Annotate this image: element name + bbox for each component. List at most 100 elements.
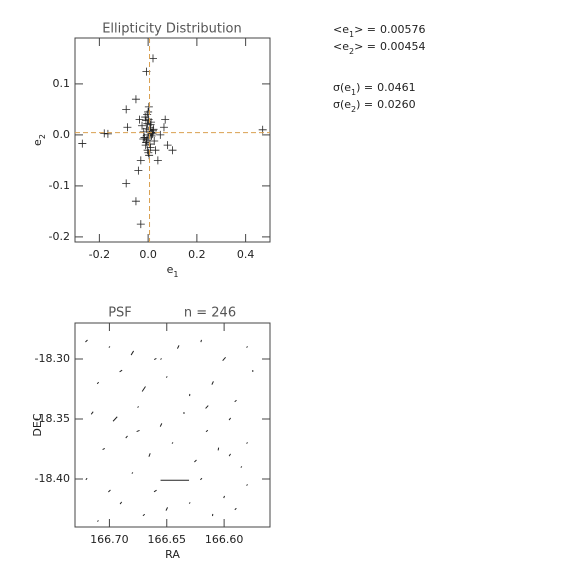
- whisker: [130, 350, 135, 356]
- x-axis-label: RA: [165, 548, 180, 561]
- point: [134, 166, 143, 175]
- x-tick-label: 166.70: [90, 533, 129, 546]
- point: [136, 220, 145, 229]
- x-tick-label: -0.2: [89, 248, 110, 261]
- whisker: [131, 472, 134, 474]
- point: [78, 139, 87, 148]
- stat-value: 0.00454: [380, 40, 426, 53]
- chart-title: PSF: [108, 306, 132, 321]
- whisker: [148, 453, 151, 457]
- whisker: [217, 447, 220, 451]
- x-tick-label: 0.2: [188, 248, 206, 261]
- point: [147, 118, 156, 127]
- point: [144, 148, 153, 157]
- whisker: [234, 399, 237, 403]
- y-axis-label-sub: 2: [38, 134, 47, 139]
- point: [159, 123, 168, 132]
- whisker: [246, 442, 248, 444]
- point: [122, 179, 131, 188]
- point: [136, 156, 145, 165]
- point: [146, 143, 155, 152]
- stat-symbol: σ(e: [333, 98, 351, 111]
- whisker: [90, 411, 94, 415]
- y-tick-label: 0.0: [53, 128, 71, 141]
- whisker: [141, 386, 146, 392]
- whisker: [240, 466, 243, 468]
- chart-title: Ellipticity Distribution: [102, 22, 242, 37]
- point: [138, 121, 147, 130]
- whisker: [246, 346, 248, 348]
- x-tick-label: 0.4: [237, 248, 255, 261]
- whisker: [108, 346, 111, 348]
- whisker: [228, 453, 231, 457]
- whisker: [97, 520, 99, 522]
- whisker: [153, 489, 157, 493]
- stat-sub: 1: [349, 30, 354, 39]
- whisker: [234, 507, 237, 511]
- point: [122, 105, 131, 114]
- whisker: [200, 477, 203, 481]
- whisker: [160, 358, 162, 360]
- stat-symbol: <e: [333, 40, 349, 53]
- whisker: [119, 501, 123, 505]
- stat-symbol: <e: [333, 23, 349, 36]
- whisker: [96, 381, 100, 385]
- whisker: [228, 417, 232, 421]
- whisker: [205, 405, 209, 409]
- whisker: [194, 459, 197, 463]
- whisker: [165, 507, 169, 511]
- point: [131, 95, 140, 104]
- x-axis-label-text: RA: [165, 548, 180, 561]
- whisker: [153, 357, 157, 361]
- whisker: [136, 429, 140, 433]
- whisker: [125, 435, 128, 439]
- point: [141, 113, 150, 122]
- whisker: [223, 495, 225, 499]
- whisker: [159, 423, 163, 427]
- whisker: [165, 376, 168, 378]
- stat-close: > =: [354, 23, 376, 36]
- y-tick-label: -18.35: [35, 412, 70, 425]
- y-tick-label: -0.1: [49, 179, 70, 192]
- stat-text: <e2> = 0.00454: [333, 40, 426, 56]
- stat-close: > =: [354, 40, 376, 53]
- y-tick-label: 0.1: [53, 77, 71, 90]
- x-tick-label: 166.65: [148, 533, 187, 546]
- whisker: [188, 502, 191, 504]
- plot-frame: [74, 37, 271, 243]
- x-tick-label: 0.0: [139, 248, 157, 261]
- whisker: [200, 339, 202, 343]
- stat-value: 0.0260: [377, 98, 416, 111]
- point: [168, 146, 177, 155]
- stat-value: 0.00576: [380, 23, 426, 36]
- point: [144, 102, 153, 111]
- whisker: [85, 339, 88, 343]
- plot-frame: [74, 322, 271, 528]
- whisker: [102, 447, 105, 451]
- point: [149, 54, 157, 63]
- stat-text: σ(e1) = 0.0461: [333, 81, 416, 97]
- whisker: [108, 489, 111, 493]
- point: [139, 127, 148, 136]
- y-tick-label: -0.2: [49, 230, 70, 243]
- y-axis-label: e2: [31, 134, 47, 146]
- whisker: [176, 345, 180, 349]
- stat-sub: 2: [351, 105, 356, 114]
- y-axis-label-text: e: [31, 139, 44, 146]
- x-axis-label: e1: [167, 263, 179, 279]
- whisker: [119, 369, 123, 373]
- stat-sub: 1: [351, 88, 356, 97]
- point: [150, 137, 159, 146]
- point: [163, 141, 172, 150]
- whisker: [85, 477, 88, 481]
- stat-text: σ(e2) = 0.0260: [333, 98, 416, 114]
- stat-sub: 2: [349, 47, 354, 56]
- x-tick-label: 166.60: [205, 533, 244, 546]
- point: [153, 156, 162, 165]
- whisker: [205, 429, 209, 433]
- point: [141, 116, 150, 125]
- stat-value: 0.0461: [377, 81, 416, 94]
- point: [131, 197, 140, 206]
- chart-subtitle: n = 246: [184, 306, 236, 321]
- point: [144, 133, 153, 142]
